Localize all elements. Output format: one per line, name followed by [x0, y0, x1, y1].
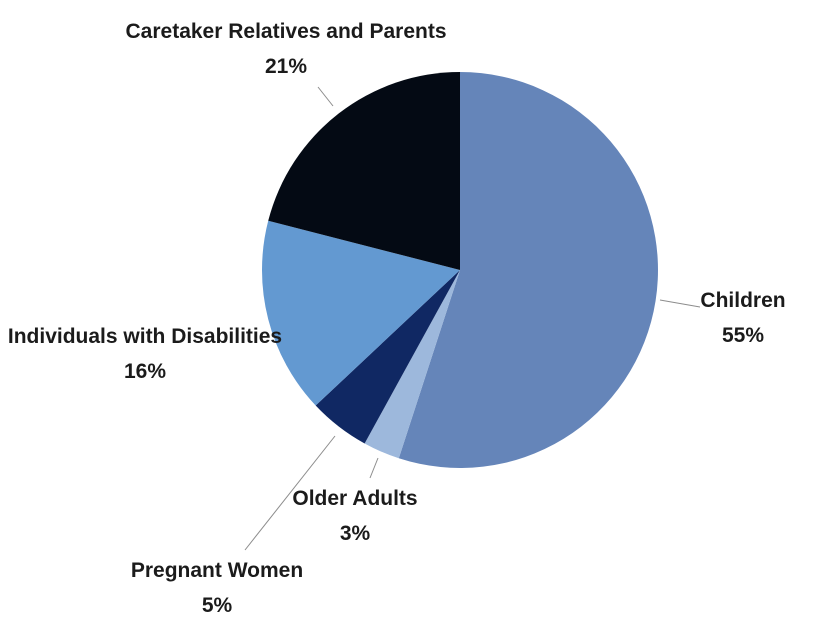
value-individuals-with-disabilities: 16% — [124, 360, 166, 383]
leader-older-adults — [369, 457, 379, 479]
label-older-adults: Older Adults — [292, 487, 417, 510]
slice-labels: Children 55% Older Adults 3% Pregnant Wo… — [8, 20, 786, 617]
pie-slice-children — [398, 72, 658, 468]
pie-slice-caretaker-relatives-and-parents — [268, 72, 460, 270]
pie-slices — [261, 72, 658, 468]
value-caretaker-relatives-and-parents: 21% — [265, 55, 307, 78]
leader-caretaker-relatives-and-parents — [317, 86, 334, 107]
value-older-adults: 3% — [340, 522, 371, 545]
value-pregnant-women: 5% — [202, 594, 233, 617]
leader-pregnant-women — [244, 435, 336, 551]
label-pregnant-women: Pregnant Women — [131, 559, 303, 582]
pie-slice-older-adults — [364, 270, 460, 459]
leader-lines — [244, 86, 701, 551]
value-children: 55% — [722, 324, 764, 347]
label-caretaker-relatives-and-parents: Caretaker Relatives and Parents — [126, 20, 447, 43]
pie-slice-pregnant-women — [315, 270, 460, 444]
pie-slice-individuals-with-disabilities — [261, 220, 460, 406]
label-individuals-with-disabilities: Individuals with Disabilities — [8, 325, 282, 348]
leader-children — [659, 299, 701, 308]
label-children: Children — [700, 289, 785, 312]
